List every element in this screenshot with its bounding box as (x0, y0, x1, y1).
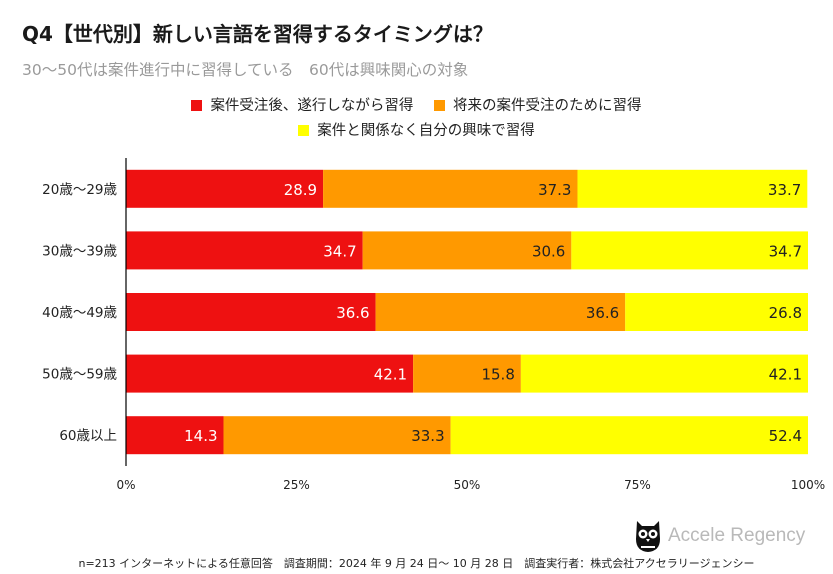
data-label: 15.8 (481, 366, 514, 384)
bar-segment (571, 231, 808, 270)
data-label: 36.6 (586, 304, 619, 322)
legend-swatch-series-1 (191, 100, 203, 111)
data-label: 33.3 (411, 427, 444, 445)
bar-segment (520, 354, 808, 393)
x-tick-label: 100% (791, 478, 825, 492)
bar-segment (625, 293, 808, 331)
data-label: 14.3 (184, 427, 217, 445)
bar-segment (126, 169, 324, 208)
x-tick-label: 75% (624, 478, 651, 492)
legend-swatch-series-3 (298, 125, 310, 136)
data-label: 42.1 (769, 366, 802, 384)
legend-label-series-2: 将来の案件受注のために習得 (453, 98, 642, 114)
data-label: 52.4 (769, 427, 802, 445)
legend: 案件受注後、遂行しながら習得 将来の案件受注のために習得 (0, 94, 833, 115)
data-label: 30.6 (532, 242, 565, 260)
data-label: 34.7 (323, 242, 356, 260)
legend-item-series-2: 将来の案件受注のために習得 (434, 94, 642, 115)
legend-item-series-3: 案件と関係なく自分の興味で習得 (298, 119, 535, 140)
data-label: 26.8 (769, 304, 802, 322)
bar-segment (126, 416, 224, 455)
category-label: 60歳以上 (59, 428, 117, 444)
legend-label-series-1: 案件受注後、遂行しながら習得 (210, 98, 414, 114)
legend-label-series-3: 案件と関係なく自分の興味で習得 (317, 123, 535, 139)
data-label: 28.9 (284, 181, 317, 199)
bar-segment (450, 416, 808, 455)
category-label: 40歳〜49歳 (42, 305, 117, 321)
chart-subtitle: 30〜50代は案件進行中に習得している 60代は興味関心の対象 (22, 61, 469, 79)
bar-segment (577, 169, 808, 208)
legend-swatch-series-2 (434, 100, 446, 111)
data-label: 33.7 (768, 181, 801, 199)
chart-title: Q4【世代別】新しい言語を習得するタイミングは？ (22, 22, 493, 46)
bar-segment (413, 354, 521, 393)
brand-name: Accele Regency (668, 525, 806, 546)
category-label: 50歳〜59歳 (42, 367, 117, 383)
x-tick-label: 25% (283, 478, 310, 492)
bar-segment (126, 354, 414, 393)
bar-segment (126, 231, 363, 270)
owl-logo-icon (636, 521, 660, 552)
bar-segment (375, 293, 626, 331)
bar-segment (223, 416, 451, 455)
footer-note: n=213 インターネットによる任意回答 調査期間：2024 年 9 月 24 … (78, 557, 755, 570)
data-label: 36.6 (336, 304, 369, 322)
data-label: 34.7 (769, 242, 802, 260)
data-label: 37.3 (538, 181, 571, 199)
category-label: 20歳〜29歳 (42, 182, 117, 198)
bar-segment (362, 231, 572, 270)
legend-row-2: 案件と関係なく自分の興味で習得 (0, 119, 833, 140)
category-label: 30歳〜39歳 (42, 243, 117, 259)
x-tick-label: 0% (116, 478, 135, 492)
data-label: 42.1 (374, 366, 407, 384)
bar-segment (126, 293, 376, 331)
x-tick-label: 50% (454, 478, 481, 492)
legend-item-series-1: 案件受注後、遂行しながら習得 (191, 94, 413, 115)
bar-segment (323, 169, 578, 208)
